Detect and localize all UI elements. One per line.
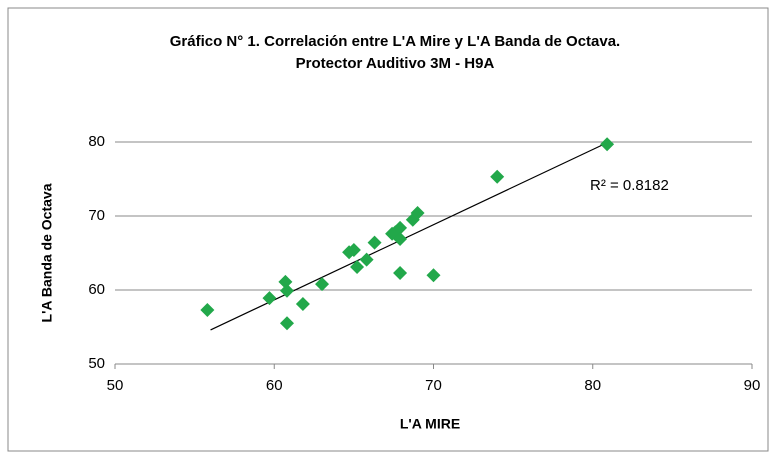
point [367,235,382,250]
x-axis-label: L'A MIRE [400,416,460,432]
point [200,302,215,317]
point [393,231,408,246]
x-tick-label: 80 [584,377,601,394]
point [359,252,374,267]
point [490,169,505,184]
point [295,297,310,312]
point [393,220,408,235]
point [278,274,293,289]
y-axis-label: L'A Banda de Octava [39,183,55,322]
chart-title: Gráfico N° 1. Correlación entre L'A Mire… [170,33,620,50]
trendline [210,142,608,331]
point [410,206,425,221]
point [346,243,361,258]
y-tick-label: 70 [88,207,105,224]
y-tick-label: 50 [88,355,105,372]
x-tick-label: 60 [266,377,283,394]
point [315,277,330,292]
x-tick-label: 70 [425,377,442,394]
point [426,268,441,283]
point [600,137,615,152]
point [350,260,365,275]
x-tick-label: 50 [107,377,124,394]
y-tick-label: 60 [88,281,105,298]
point [262,291,277,306]
r2-annotation: R² = 0.8182 [590,177,669,194]
chart-frame [7,7,769,452]
point [393,265,408,280]
point [279,316,294,331]
x-tick-label: 90 [744,377,761,394]
point [279,283,294,298]
y-tick-label: 80 [88,133,105,150]
chart-subtitle: Protector Auditivo 3M - H9A [296,55,495,72]
